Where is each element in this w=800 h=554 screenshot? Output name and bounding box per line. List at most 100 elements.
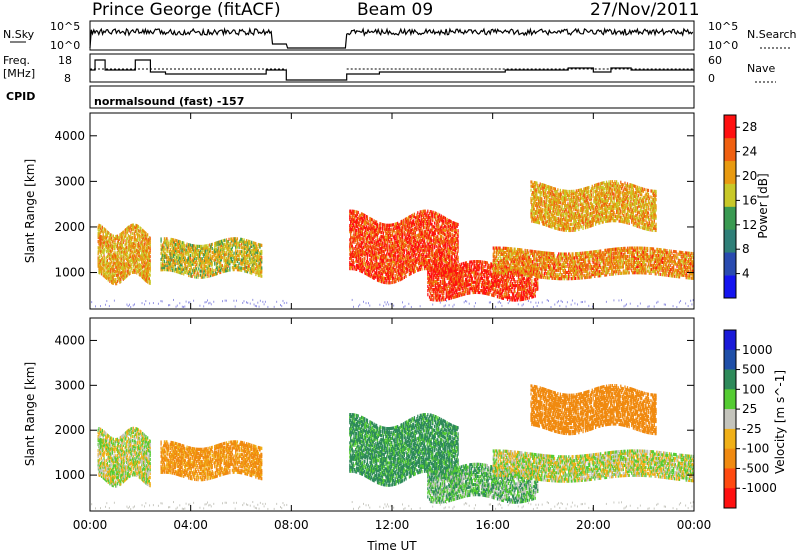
power-echo-cell [226,248,228,252]
power-echo-cell [147,280,149,284]
power-echo-cell [108,250,110,254]
power-echo-cell [217,255,219,259]
power-echo-cell [360,216,362,220]
power-echo-cell [358,266,360,270]
power-echo-cell [234,263,236,268]
nsky-tick-bottom: 10^0 [50,39,80,52]
power-echo-cell [361,231,364,235]
power-echo-cell [261,256,263,260]
power-echo-cell [369,249,371,253]
power-echo-cell [121,273,123,277]
power-echo-cell [144,259,146,264]
power-echo-cell [376,228,378,233]
power-echo-cell [121,274,124,278]
power-echo-cell [126,273,129,277]
power-echo-cell [226,268,228,273]
power-echo-cell [361,261,364,266]
power-echo-cell [147,233,149,237]
power-echo-cell [251,242,253,246]
power-echo-cell [174,244,176,249]
power-echo-cell [214,270,217,274]
power-echo-cell [365,226,367,230]
power-echo-cell [251,257,254,261]
power-echo-cell [379,275,381,279]
power-echo-cell [235,257,238,261]
power-echo-cell [372,255,374,259]
power-echo-cell [360,265,362,269]
power-echo-cell [109,271,111,275]
power-echo-cell [369,266,371,270]
power-echo-cell [168,262,171,266]
power-echo-cell [128,247,130,251]
power-echo-cell [203,271,205,275]
power-echo-cell [218,250,220,255]
power-echo-cell [246,245,248,249]
power-echo-cell [135,240,137,244]
power-echo-cell [218,244,220,248]
power-echo-cell [173,265,175,269]
power-echo-cell [371,251,374,255]
power-echo-cell [360,228,362,232]
power-echo-cell [251,267,254,271]
power-echo-cell [245,255,247,259]
power-echo-cell [381,268,384,272]
power-echo-cell [145,279,147,283]
power-echo-cell [355,247,358,251]
power-echo-cell [133,248,135,252]
power-echo-cell [204,258,206,263]
power-echo-cell [367,234,369,238]
power-echo-cell [179,267,181,271]
power-echo-cell [375,265,377,269]
power-echo-cell [235,245,238,249]
power-echo-cell [194,265,197,269]
power-echo-cell [138,235,140,240]
power-echo-cell [141,275,143,279]
power-echo-cell [220,246,222,250]
power-echo-cell [349,213,351,217]
power-echo-cell [259,257,261,261]
power-echo-cell [247,241,249,245]
power-echo-cell [185,252,187,256]
power-echo-cell [106,261,109,265]
nsky-line [89,26,694,49]
power-echo-cell [179,240,181,244]
power-echo-cell [211,242,213,246]
power-echo-cell [219,242,221,246]
power-echo-cell [169,266,171,270]
power-echo-cell [365,243,367,247]
power-echo-cell [367,271,369,275]
power-echo-cell [224,242,226,247]
power-echo-cell [235,263,237,268]
power-echo-cell [170,252,172,256]
power-echo-cell [132,241,135,246]
power-echo-cell [370,217,372,221]
power-echo-cell [111,246,114,250]
power-echo-cell [214,246,216,250]
power-echo-cell [223,257,225,261]
power-echo-cell [141,252,143,256]
power-echo-cell [256,258,258,263]
power-echo-cell [138,233,140,238]
power-echo-cell [101,266,103,270]
power-echo-cell [386,238,388,242]
power-echo-cell [106,232,109,236]
power-echo-cell [250,244,252,248]
power-echo-cell [362,264,364,268]
power-echo-cell [194,254,197,259]
power-echo-cell [163,253,166,257]
power-echo-cell [116,273,118,277]
power-echo-cell [170,241,172,246]
power-echo-cell [113,245,115,249]
power-echo-cell [136,254,138,259]
power-echo-cell [216,259,218,263]
power-echo-cell [361,247,364,251]
power-echo-cell [360,242,362,246]
power-echo-cell [359,219,361,223]
power-echo-cell [142,249,144,253]
power-echo-cell [143,254,145,259]
power-echo-cell [117,238,119,242]
power-echo-cell [110,276,113,281]
power-echo-cell [230,253,232,258]
power-echo-cell [135,260,137,264]
power-echo-cell [236,259,239,264]
